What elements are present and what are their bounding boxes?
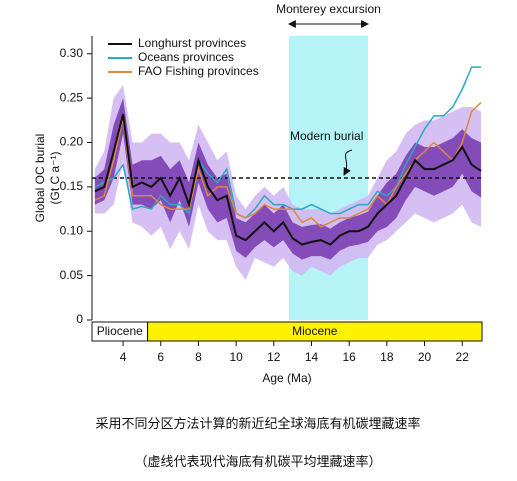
legend-label: Oceans provinces [138,50,234,64]
caption: （虚线代表现代海底有机碳平均埋藏速率） [134,454,381,469]
x-tick-label: 12 [267,350,281,364]
monterey-label: Monterey excursion [276,2,381,16]
confidence-band [94,98,482,260]
x-tick-label: 22 [456,350,470,364]
monterey-span [288,36,369,320]
y-axis-label: Global OC burial [33,134,47,223]
series-line [94,66,482,219]
epoch-label: Pliocene [97,324,143,338]
y-tick-label: 0.10 [60,223,84,237]
legend-label: Longhurst provinces [138,36,246,50]
confidence-band [94,84,482,281]
x-tick-label: 18 [380,350,394,364]
series-line [94,113,482,246]
epoch-bar [147,321,483,342]
series-line [94,102,482,228]
x-tick-label: 20 [418,350,432,364]
modern-arrow [343,149,353,176]
caption: 采用不同分区方法计算的新近纪全球海底有机碳埋藏速率 [95,416,420,431]
y-tick-label: 0.05 [60,268,84,282]
modern-label: Modern burial [290,129,363,143]
x-axis-label: Age (Ma) [262,371,311,385]
y-tick-label: 0 [76,312,83,326]
x-tick-label: 10 [229,350,243,364]
x-tick-label: 14 [305,350,319,364]
epoch-label: Miocene [292,324,338,338]
y-tick-label: 0.30 [60,46,84,60]
x-tick-label: 4 [120,350,127,364]
x-tick-label: 6 [157,350,164,364]
legend-label: FAO Fishing provinces [138,64,259,78]
y-tick-label: 0.20 [60,135,84,149]
y-tick-label: 0.15 [60,179,84,193]
x-tick-label: 16 [342,350,356,364]
y-tick-label: 0.25 [60,90,84,104]
x-tick-label: 8 [195,350,202,364]
y-axis-unit: (Gt C a⁻¹) [48,151,62,204]
